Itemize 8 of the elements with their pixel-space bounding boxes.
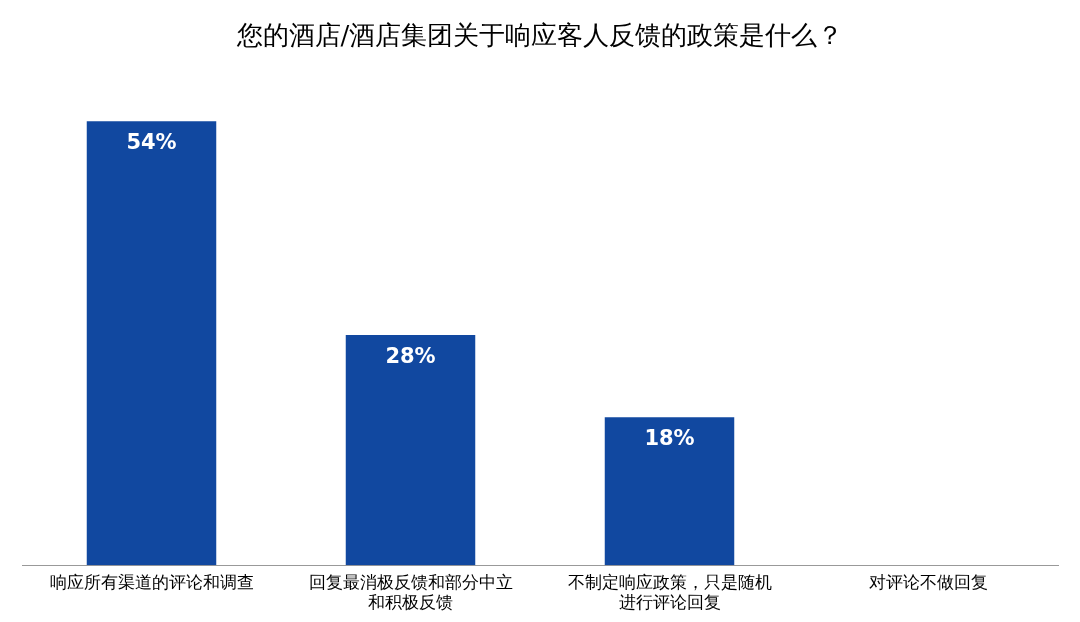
x-tick-label: 对评论不做回复 [869,571,988,592]
x-tick-label: 回复最消极反馈和部分中立和积极反馈 [308,571,513,613]
x-tick-label: 不制定响应政策，只是随机进行评论回复 [567,571,772,613]
data-label: 54% [126,130,177,155]
data-label: 18% [644,426,695,451]
data-label: 28% [385,343,436,368]
chart-title: 您的酒店/酒店集团关于响应客人反馈的政策是什么？ [235,19,845,52]
x-tick-label: 响应所有渠道的评论和调查 [49,571,254,592]
